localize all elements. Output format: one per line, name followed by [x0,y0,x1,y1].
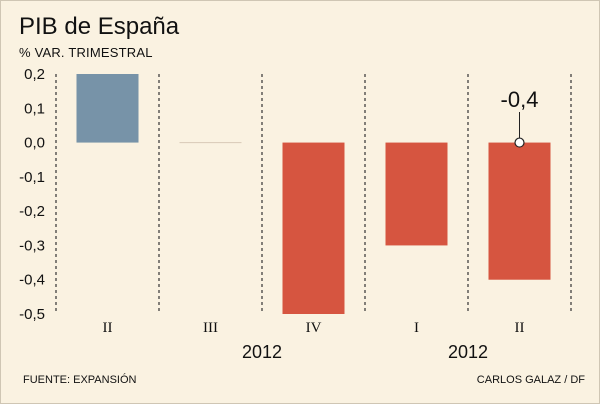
y-tick-label: 0,2 [24,66,45,83]
x-tick-label: IV [306,320,322,336]
y-tick-label: -0,3 [19,237,45,254]
annotation-marker [514,137,525,148]
source-note: FUENTE: EXPANSIÓN [23,374,137,386]
y-tick-label: 0,1 [24,100,45,117]
y-tick-label: -0,2 [19,203,45,220]
x-tick-label: II [515,320,525,336]
x-tick-label: III [203,320,218,336]
y-tick-label: -0,1 [19,169,45,186]
bar [385,142,448,246]
y-tick-label: -0,5 [19,306,45,323]
bar [488,142,551,280]
year-label: 2012 [242,342,282,362]
x-tick-label: II [103,320,113,336]
x-tick-label: I [414,320,419,336]
data-label: -0,4 [501,87,539,112]
y-tick-label: 0,0 [24,135,45,152]
y-tick-label: -0,4 [19,272,45,289]
bar [282,142,345,314]
author-credit: CARLOS GALAZ / DF [476,374,585,386]
year-label: 2012 [448,342,488,362]
chart-subtitle: % VAR. TRIMESTRAL [19,45,153,60]
chart-title: PIB de España [19,13,180,40]
bar [76,74,139,143]
